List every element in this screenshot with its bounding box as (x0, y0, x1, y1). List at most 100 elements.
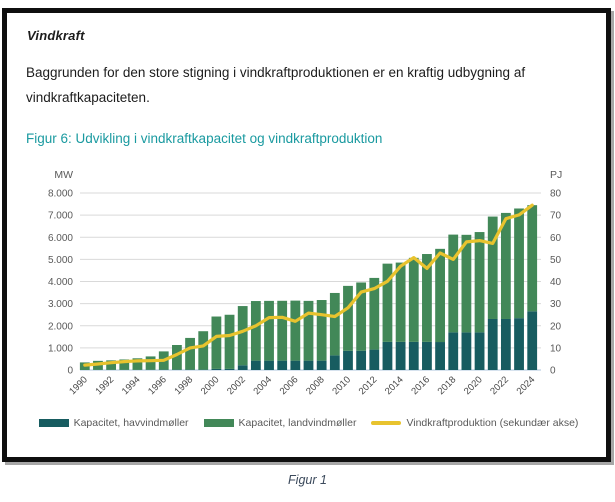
offshore-bar-segment (264, 361, 274, 370)
y-tick-right: 50 (550, 255, 562, 266)
left-axis-unit-label: MW (54, 169, 73, 181)
offshore-bar-segment (304, 361, 314, 370)
section-title: Vindkraft (27, 28, 594, 43)
x-tick-label: 1998 (172, 374, 195, 397)
offshore-bar-segment (238, 365, 248, 370)
offshore-bar-segment (448, 332, 458, 370)
offshore-swatch-icon (39, 419, 69, 427)
offshore-bar-segment (501, 319, 511, 370)
x-tick-label: 2022 (488, 374, 511, 397)
y-tick-left: 1.000 (48, 343, 73, 354)
offshore-bar-segment (356, 351, 366, 370)
onshore-bar-segment (448, 235, 458, 333)
onshore-bar-segment (225, 315, 235, 369)
legend-label-production: Vindkraftproduktion (sekundær akse) (406, 417, 578, 429)
offshore-bar-segment (409, 342, 419, 370)
production-line-swatch-icon (371, 421, 401, 425)
x-tick-label: 2000 (199, 374, 222, 397)
legend-label-offshore: Kapacitet, havvindmøller (74, 417, 189, 429)
onshore-bar-segment (330, 293, 340, 355)
x-tick-label: 2010 (330, 374, 353, 397)
onshore-bar-segment (211, 317, 221, 369)
onshore-bar-segment (462, 235, 472, 333)
offshore-bar-segment (383, 342, 393, 370)
y-tick-left: 5.000 (48, 255, 73, 266)
offshore-bar-segment (475, 332, 485, 370)
figure-heading: Figur 6: Udvikling i vindkraftkapacitet … (26, 131, 594, 146)
legend-label-onshore: Kapacitet, landvindmøller (239, 417, 357, 429)
x-tick-label: 2012 (357, 374, 380, 397)
offshore-bar-segment (422, 342, 432, 370)
onshore-bar-segment (501, 213, 511, 319)
onshore-bar-segment (409, 258, 419, 342)
y-tick-left: 4.000 (48, 277, 73, 288)
x-tick-label: 2002 (225, 374, 248, 397)
y-tick-right: 0 (550, 366, 556, 377)
legend-item-onshore: Kapacitet, landvindmøller (204, 417, 357, 429)
intro-paragraph: Baggrunden for den store stigning i vind… (26, 60, 594, 110)
offshore-bar-segment (290, 361, 300, 370)
x-tick-label: 1994 (120, 374, 143, 397)
y-tick-left: 8.000 (48, 189, 73, 200)
x-tick-label: 1992 (94, 374, 117, 397)
x-tick-label: 2020 (462, 374, 485, 397)
offshore-bar-segment (488, 319, 498, 370)
right-axis-unit-label: PJ (550, 169, 562, 181)
offshore-bar-segment (396, 342, 406, 370)
offshore-bar-segment (514, 318, 524, 370)
y-tick-right: 30 (550, 299, 562, 310)
onshore-bar-segment (238, 306, 248, 365)
legend-item-offshore: Kapacitet, havvindmøller (39, 417, 189, 429)
offshore-bar-segment (211, 369, 221, 370)
x-tick-label: 2006 (278, 374, 301, 397)
onshore-bar-segment (475, 232, 485, 332)
x-tick-label: 2018 (436, 374, 459, 397)
y-tick-left: 6.000 (48, 233, 73, 244)
offshore-bar-segment (343, 351, 353, 370)
offshore-bar-segment (277, 361, 287, 370)
y-tick-right: 20 (550, 321, 562, 332)
offshore-bar-segment (369, 350, 379, 370)
onshore-bar-segment (198, 331, 208, 369)
y-tick-right: 70 (550, 211, 562, 222)
x-tick-label: 2004 (251, 374, 274, 397)
offshore-bar-segment (330, 355, 340, 370)
offshore-bar-segment (225, 369, 235, 370)
onshore-bar-segment (527, 205, 537, 311)
onshore-bar-segment (146, 356, 156, 369)
y-tick-right: 60 (550, 233, 562, 244)
x-tick-label: 2014 (383, 374, 406, 397)
onshore-bar-segment (435, 249, 445, 342)
onshore-bar-segment (488, 217, 498, 319)
legend-item-production: Vindkraftproduktion (sekundær akse) (371, 417, 578, 429)
x-tick-label: 2024 (515, 374, 538, 397)
offshore-bar-segment (462, 332, 472, 370)
onshore-bar-segment (514, 208, 524, 318)
onshore-bar-segment (277, 301, 287, 361)
onshore-bar-segment (304, 301, 314, 361)
x-tick-label: 1990 (67, 374, 90, 397)
offshore-bar-segment (435, 342, 445, 370)
y-tick-right: 10 (550, 343, 562, 354)
y-tick-left: 2.000 (48, 321, 73, 332)
figure-caption: Figur 1 (0, 473, 615, 487)
offshore-bar-segment (251, 361, 261, 370)
offshore-bar-segment (317, 361, 327, 370)
onshore-bar-segment (251, 301, 261, 361)
onshore-bar-segment (343, 286, 353, 351)
onshore-bar-segment (396, 263, 406, 342)
y-tick-right: 40 (550, 277, 562, 288)
figure-box: Vindkraft Baggrunden for den store stign… (2, 8, 611, 462)
chart-legend: Kapacitet, havvindmøller Kapacitet, land… (23, 417, 594, 429)
onshore-bar-segment (290, 301, 300, 361)
x-tick-label: 2008 (304, 374, 327, 397)
onshore-bar-segment (264, 301, 274, 361)
y-tick-left: 7.000 (48, 211, 73, 222)
offshore-bar-segment (527, 311, 537, 370)
y-tick-left: 3.000 (48, 299, 73, 310)
onshore-bar-segment (185, 338, 195, 370)
y-tick-right: 80 (550, 189, 562, 200)
x-tick-label: 2016 (409, 374, 432, 397)
onshore-swatch-icon (204, 419, 234, 427)
